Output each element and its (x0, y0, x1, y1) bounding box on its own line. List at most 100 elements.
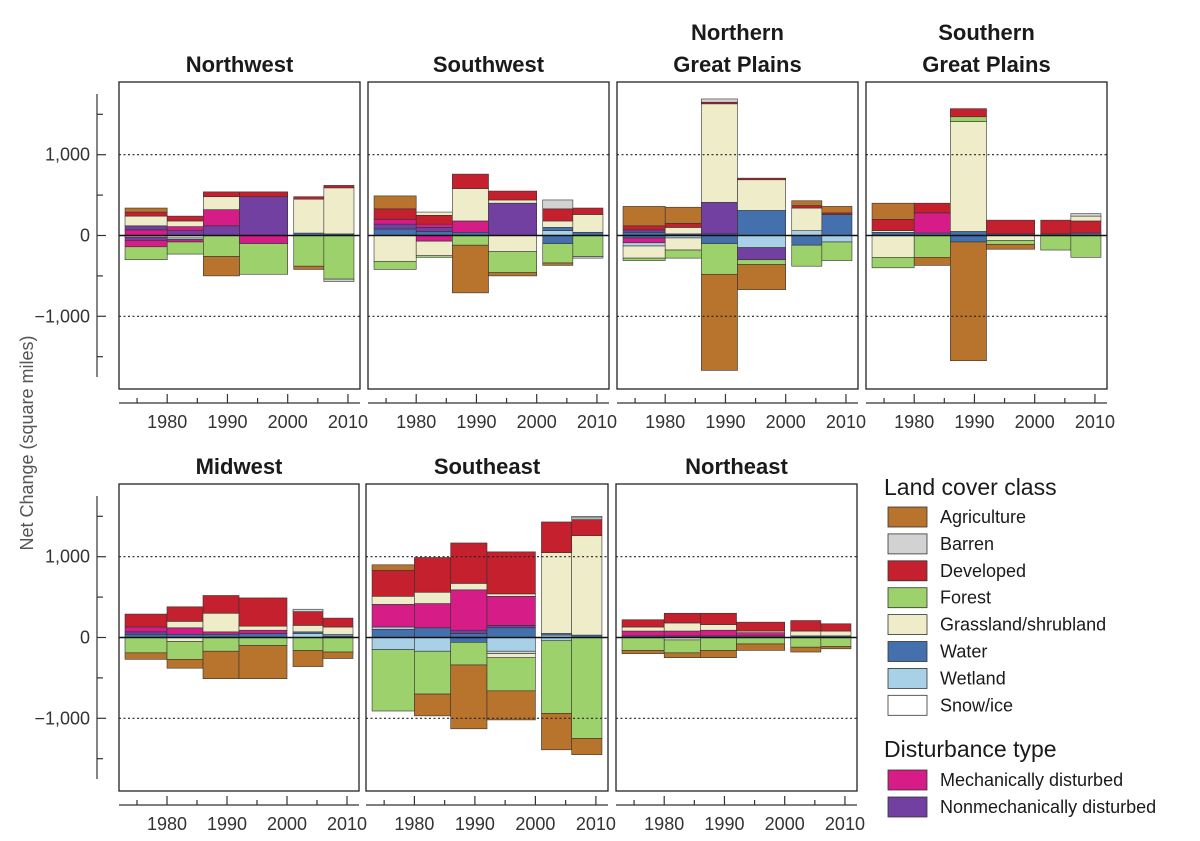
bar-northeast-2001-grassland-gain (790, 630, 822, 637)
bar-southeast-2006-forest-loss (571, 637, 603, 739)
x-tick-label-southern-great-plains-2010: 2010 (1075, 412, 1115, 432)
bar-southwest-1973-forest-loss (373, 261, 417, 270)
bar-southwest-2001-water-loss (542, 235, 574, 244)
bar-northwest-1980-mechanical-gain (166, 226, 204, 231)
bar-southwest-1973-mechanical-gain (373, 219, 417, 225)
bar-northern-great-plains-1973-forest-loss (622, 257, 666, 261)
bar-midwest-1980-forest-loss (166, 641, 204, 660)
x-tick-label-northern-great-plains-1980: 1980 (645, 412, 685, 432)
bar-northern-great-plains-2001-developed-gain (791, 205, 823, 209)
bar-southwest-2001-forest-loss (542, 243, 574, 264)
bar-northwest-2001-developed-gain (293, 196, 325, 200)
bar-southwest-1973-developed-gain (373, 208, 417, 220)
legend-swatch-barren (887, 533, 928, 555)
legend-swatch-developed (887, 560, 928, 582)
bar-southwest-1980-nonmechanical-gain (415, 227, 453, 232)
bar-southwest-1992-developed-gain (488, 190, 538, 201)
bar-northern-great-plains-1986-barren-gain (701, 98, 738, 103)
bar-southeast-2006-developed-gain (571, 519, 603, 537)
bar-southern-great-plains-1980-developed-gain (913, 202, 951, 214)
bar-northeast-1986-mechanical-gain (700, 629, 737, 637)
panel-southern-great-plains: Southern Great Plains 1980 1990 2000 2010 (865, 20, 1115, 432)
bar-southwest-1973-water-gain (373, 228, 417, 236)
bar-northeast-1973-mechanical-gain (621, 630, 665, 637)
bar-midwest-1980-grassland-gain (166, 621, 204, 629)
bar-southwest-1973-grassland-loss (373, 235, 417, 262)
bar-northern-great-plains-1992-wetland-loss (737, 235, 787, 248)
bar-southeast-1973-agriculture-gain (371, 564, 415, 571)
bar-southeast-1973-water-gain (371, 629, 415, 638)
bar-northeast-1973-agriculture-loss (621, 650, 665, 654)
bar-northwest-1986-developed-gain (203, 191, 240, 198)
legend-label-nonmechanical: Nonmechanically disturbed (940, 797, 1156, 817)
bar-northern-great-plains-1980-agriculture-gain (664, 206, 702, 224)
bar-southeast-1980-mechanical-gain (414, 603, 451, 629)
x-tick-label-northeast-2010: 2010 (825, 814, 865, 834)
x-tick-label-southern-great-plains-2000: 2000 (1015, 412, 1055, 432)
bar-midwest-1980-agriculture-loss (166, 659, 204, 669)
bar-midwest-1973-agriculture-loss (124, 652, 168, 660)
bar-southeast-1992-grassland-gain (486, 593, 536, 597)
legend-label-snow: Snow/ice (940, 695, 1013, 715)
bar-northern-great-plains-1992-developed-gain (737, 177, 787, 181)
bar-northeast-1973-developed-gain (621, 619, 665, 628)
bar-southeast-1992-mechanical-gain (486, 595, 536, 626)
legend-swatch-grassland (887, 614, 928, 635)
bar-southern-great-plains-2006-developed-gain (1070, 220, 1102, 234)
bar-southwest-2001-barren-gain (542, 199, 574, 210)
bar-midwest-1992-forest-loss (238, 637, 288, 646)
bar-northeast-1986-agriculture-loss (700, 650, 737, 658)
bar-northwest-1980-grassland-gain (166, 220, 204, 227)
bar-northwest-2006-developed-gain (323, 185, 355, 189)
y-tick-label-northwest-1000: 1,000 (45, 145, 90, 165)
bar-midwest-1980-mechanical-gain (166, 627, 204, 635)
bar-southwest-2001-water-gain (542, 227, 574, 231)
bar-northeast-2001-developed-gain (790, 620, 822, 632)
bar-southeast-1992-nonmechanical-gain (486, 625, 536, 629)
bar-northwest-2001-grassland-gain (293, 198, 325, 234)
bar-southwest-1980-mechanical-loss (415, 235, 453, 242)
bar-midwest-1973-forest-loss (124, 637, 168, 654)
bar-southwest-1992-nonmechanical-gain (488, 202, 538, 236)
bar-southeast-1973-wetland-loss (371, 637, 415, 650)
panel-title-southwest: Southwest (433, 52, 545, 77)
bar-southern-great-plains-1986-grassland-gain (950, 121, 987, 232)
bar-northeast-2006-grassland-gain (820, 630, 852, 637)
legend-swatch-mechanical (887, 769, 928, 791)
bar-northeast-1986-grassland-gain (700, 624, 737, 631)
bar-southeast-2006-agriculture-loss (571, 738, 603, 755)
y-tick-label-northwest-0: 0 (80, 226, 90, 246)
bar-southeast-1986-nonmechanical-gain (450, 629, 488, 634)
bar-southeast-1980-grassland-gain (414, 591, 451, 604)
bar-southern-great-plains-1973-forest-loss (871, 257, 915, 269)
bar-northwest-1973-agriculture-gain (124, 207, 168, 213)
bar-northeast-1992-developed-gain (736, 621, 786, 632)
bar-southeast-2001-agriculture-loss (541, 713, 573, 751)
bar-southwest-1980-forest-loss (415, 255, 453, 258)
bar-northeast-1986-developed-gain (700, 612, 737, 625)
bar-southern-great-plains-1992-developed-gain (986, 219, 1036, 235)
bar-northwest-1980-forest-loss (166, 241, 204, 255)
bar-midwest-1986-forest-loss (202, 637, 240, 652)
legend-label-forest: Forest (940, 588, 991, 608)
bar-midwest-2006-agriculture-loss (322, 651, 354, 659)
x-tick-label-northern-great-plains-1990: 1990 (705, 412, 745, 432)
bar-midwest-1986-mechanical-gain (202, 631, 240, 635)
x-tick-label-northeast-1990: 1990 (704, 814, 744, 834)
legend-label-mechanical: Mechanically disturbed (940, 770, 1123, 790)
bar-northeast-1980-grassland-gain (663, 622, 701, 632)
y-tick-label-midwest-1000: 1,000 (45, 547, 90, 567)
bar-northwest-1973-mechanical-loss (124, 240, 168, 248)
panel-southwest: Southwest 1980 1990 2000 2010 (367, 52, 617, 432)
bar-northern-great-plains-1973-developed-gain (622, 225, 666, 231)
bar-northern-great-plains-2006-agriculture-gain (821, 206, 853, 214)
bar-southwest-1980-developed-gain (415, 215, 453, 225)
panel-midwest: Midwest −1,000 0 1,000 1980 1990 2000 2010 (34, 454, 367, 834)
bar-northwest-2001-agriculture-loss (293, 265, 325, 270)
bar-midwest-1992-agriculture-loss (238, 645, 288, 680)
bar-southwest-1992-forest-loss (488, 251, 538, 273)
bar-midwest-1986-agriculture-loss (202, 650, 240, 680)
bar-northern-great-plains-2001-forest-loss (791, 244, 823, 267)
bar-southeast-1973-developed-gain (371, 570, 415, 597)
bar-southern-great-plains-1986-developed-gain (950, 108, 987, 118)
